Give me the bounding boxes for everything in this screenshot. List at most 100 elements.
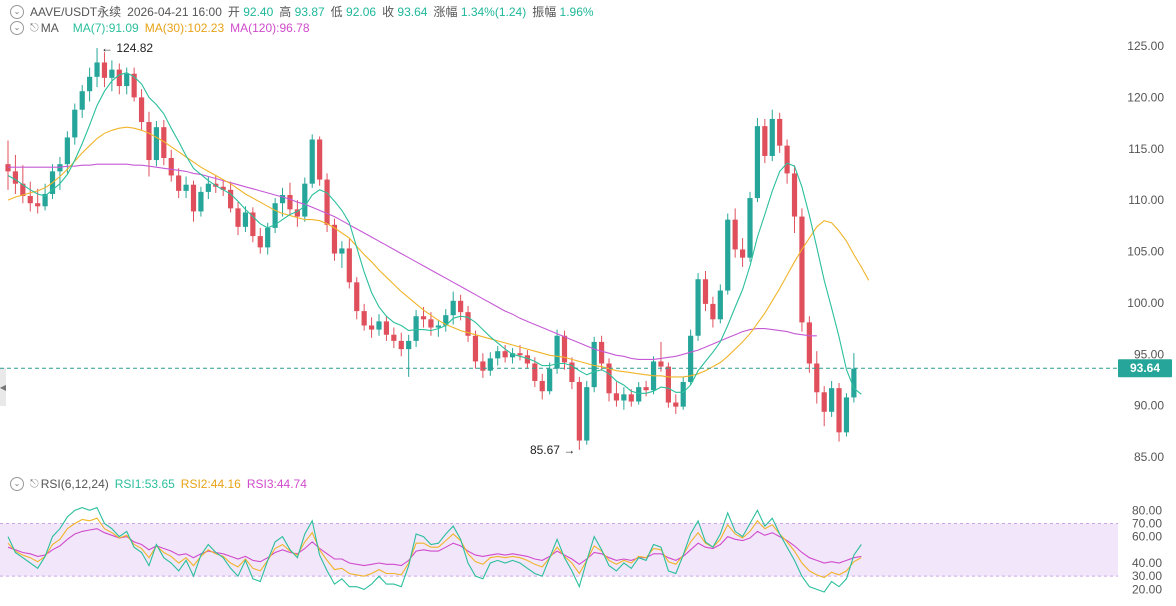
change-label: 涨幅 [433, 5, 458, 19]
candle-body [829, 388, 835, 412]
candle-body [665, 366, 671, 403]
candle-body [710, 303, 716, 320]
chevron-down-icon[interactable]: ⌄ [10, 4, 24, 19]
rsi-tick-label: 30.00 [1132, 569, 1162, 583]
rsi-series-line [7, 517, 862, 579]
close-value: 93.64 [397, 5, 428, 19]
candle-body [465, 312, 471, 336]
candle-body [599, 341, 605, 364]
candle-body [87, 76, 93, 92]
y-tick-label: 110.00 [1128, 193, 1164, 207]
candle-body [183, 184, 189, 191]
candle-body [673, 402, 679, 407]
candle-body [621, 394, 627, 401]
candle-body [561, 335, 568, 363]
ohlc-info-row: ⌄ AAVE/USDT永续 2026-04-21 16:00 开 92.40 高… [10, 3, 594, 20]
candle-body [769, 118, 775, 156]
high-value: 93.87 [294, 5, 325, 19]
candle-body [242, 212, 249, 227]
candle-body [435, 325, 441, 328]
ma-label: MA [40, 21, 59, 35]
candle-body [480, 361, 486, 371]
candle-body [799, 216, 805, 323]
candle-body [257, 236, 263, 248]
candle-body [458, 300, 464, 313]
candle-body [591, 341, 597, 388]
candle-body [168, 157, 174, 176]
candle-body [331, 224, 338, 254]
candle-body [517, 353, 523, 356]
rsi-series-line [7, 528, 862, 567]
candle-body [658, 361, 664, 367]
low-label: 低 [330, 5, 343, 19]
chevron-down-icon[interactable]: ⌄ [10, 477, 24, 491]
y-tick-label: 100.00 [1127, 296, 1164, 310]
candle-body [717, 290, 723, 320]
symbol-label: AAVE/USDT永续 [30, 5, 122, 19]
rsi-tick-label: 40.00 [1132, 556, 1162, 570]
chevron-down-icon[interactable]: ⌄ [10, 21, 24, 35]
candle-body [695, 279, 701, 336]
candle-body [643, 387, 649, 391]
candle-body [220, 186, 226, 190]
ma-legend-row: ⌄ ⎋ MA MA(7):91.09 MA(30):102.23 MA(120)… [10, 21, 310, 35]
candle-body [124, 73, 130, 87]
candle-body [101, 62, 108, 78]
candle-body [294, 209, 300, 217]
rsi-tick-label: 20.00 [1132, 582, 1162, 596]
candle-body [228, 189, 234, 209]
candle-body [539, 380, 545, 392]
candle-body [547, 368, 553, 392]
candle-body [317, 139, 323, 180]
candle-body [302, 183, 308, 217]
amplitude-label: 振幅 [532, 5, 557, 19]
candle-body [524, 355, 530, 364]
candle-body [688, 335, 694, 382]
candle-body [406, 340, 412, 350]
ma30-legend: MA(30):102.23 [144, 21, 225, 35]
bell-icon[interactable]: ⎋ [30, 21, 39, 34]
rsi-tick-label: 80.00 [1132, 503, 1162, 517]
y-tick-label: 125.00 [1127, 39, 1164, 53]
chevron-left-icon[interactable]: ◀ [0, 368, 6, 406]
candle-body [64, 137, 70, 165]
candle-body [443, 315, 449, 326]
candle-body [509, 353, 516, 358]
last-price-tag [1118, 359, 1172, 378]
candle-body [680, 381, 686, 407]
candle-body [368, 325, 375, 330]
candle-body [72, 109, 78, 138]
candle-body [754, 126, 761, 199]
ma7-legend: MA(7):91.09 [72, 21, 139, 35]
candle-body [250, 212, 256, 237]
rsi-tick-label: 60.00 [1132, 530, 1162, 544]
candle-body [42, 193, 48, 207]
datetime-label: 2026-04-21 16:00 [127, 4, 222, 19]
candle-body [843, 397, 850, 433]
candle-body [12, 171, 19, 184]
candle-body [361, 311, 367, 326]
candle-body [146, 122, 152, 161]
candle-body [762, 126, 768, 156]
rsi-legend-row: ⌄ ⎋ RSI(6,12,24) RSI1:53.65 RSI2:44.16 R… [10, 477, 307, 491]
candle-body [265, 227, 271, 248]
bell-icon[interactable]: ⎋ [30, 477, 39, 490]
high-label: 高 [279, 5, 292, 19]
open-label: 开 [227, 5, 240, 19]
candle-body [472, 335, 479, 362]
candle-body [784, 145, 790, 174]
candle-body [116, 69, 122, 87]
candle-body [176, 175, 182, 191]
rsi-series-line [7, 506, 862, 593]
candle-body [354, 282, 360, 312]
candle-body [235, 208, 241, 227]
candle-body [57, 164, 63, 172]
rsi-tick-label: 70.00 [1132, 516, 1162, 530]
candle-body [272, 203, 278, 228]
candle-body [5, 164, 11, 172]
low-value: 92.06 [346, 5, 377, 19]
candle-body [487, 358, 493, 371]
candle-body [532, 363, 538, 381]
candle-body [198, 191, 204, 212]
